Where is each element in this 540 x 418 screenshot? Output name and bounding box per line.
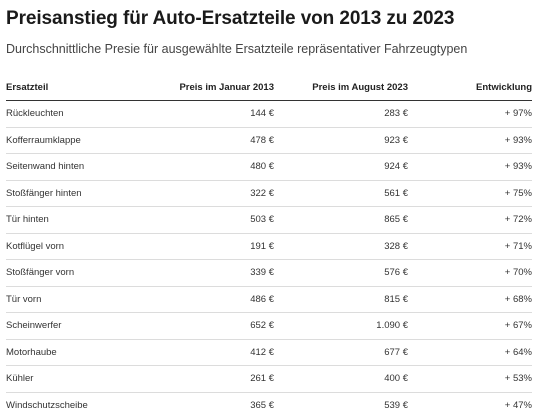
cell-part: Seitenwand hinten (6, 154, 146, 181)
cell-aug2023: 561 € (274, 180, 408, 207)
cell-aug2023: 328 € (274, 233, 408, 260)
cell-change: + 71% (408, 233, 532, 260)
chart-subtitle: Durchschnittliche Presie für ausgewählte… (6, 42, 467, 56)
cell-jan2013: 486 € (146, 286, 274, 313)
cell-jan2013: 144 € (146, 101, 274, 128)
data-table-container: Ersatzteil Preis im Januar 2013 Preis im… (6, 74, 532, 418)
cell-change: + 64% (408, 339, 532, 366)
cell-change: + 68% (408, 286, 532, 313)
cell-part: Kotflügel vorn (6, 233, 146, 260)
cell-jan2013: 412 € (146, 339, 274, 366)
cell-jan2013: 365 € (146, 392, 274, 418)
cell-part: Scheinwerfer (6, 313, 146, 340)
chart-title: Preisanstieg für Auto-Ersatzteile von 20… (6, 8, 454, 30)
cell-change: + 67% (408, 313, 532, 340)
column-header-aug2023: Preis im August 2023 (274, 74, 408, 101)
cell-jan2013: 478 € (146, 127, 274, 154)
cell-aug2023: 865 € (274, 207, 408, 234)
cell-change: + 97% (408, 101, 532, 128)
cell-aug2023: 924 € (274, 154, 408, 181)
cell-aug2023: 576 € (274, 260, 408, 287)
cell-aug2023: 1.090 € (274, 313, 408, 340)
cell-aug2023: 539 € (274, 392, 408, 418)
cell-jan2013: 191 € (146, 233, 274, 260)
cell-jan2013: 503 € (146, 207, 274, 234)
cell-change: + 93% (408, 154, 532, 181)
cell-change: + 70% (408, 260, 532, 287)
cell-part: Tür hinten (6, 207, 146, 234)
cell-part: Motorhaube (6, 339, 146, 366)
column-header-jan2013: Preis im Januar 2013 (146, 74, 274, 101)
cell-change: + 75% (408, 180, 532, 207)
cell-jan2013: 322 € (146, 180, 274, 207)
cell-part: Kühler (6, 366, 146, 393)
cell-change: + 93% (408, 127, 532, 154)
cell-part: Windschutzscheibe (6, 392, 146, 418)
cell-aug2023: 815 € (274, 286, 408, 313)
cell-jan2013: 480 € (146, 154, 274, 181)
cell-part: Stoßfänger vorn (6, 260, 146, 287)
cell-aug2023: 677 € (274, 339, 408, 366)
cell-aug2023: 400 € (274, 366, 408, 393)
cell-aug2023: 923 € (274, 127, 408, 154)
data-table: Ersatzteil Preis im Januar 2013 Preis im… (6, 74, 532, 418)
column-header-part: Ersatzteil (6, 74, 146, 101)
cell-part: Rückleuchten (6, 101, 146, 128)
cell-jan2013: 652 € (146, 313, 274, 340)
cell-change: + 53% (408, 366, 532, 393)
cell-part: Stoßfänger hinten (6, 180, 146, 207)
cell-aug2023: 283 € (274, 101, 408, 128)
table-header-row: Ersatzteil Preis im Januar 2013 Preis im… (6, 74, 532, 101)
cell-jan2013: 339 € (146, 260, 274, 287)
cell-change: + 72% (408, 207, 532, 234)
cell-jan2013: 261 € (146, 366, 274, 393)
column-header-change: Entwicklung (408, 74, 532, 101)
cell-change: + 47% (408, 392, 532, 418)
cell-part: Tür vorn (6, 286, 146, 313)
cell-part: Kofferraumklappe (6, 127, 146, 154)
